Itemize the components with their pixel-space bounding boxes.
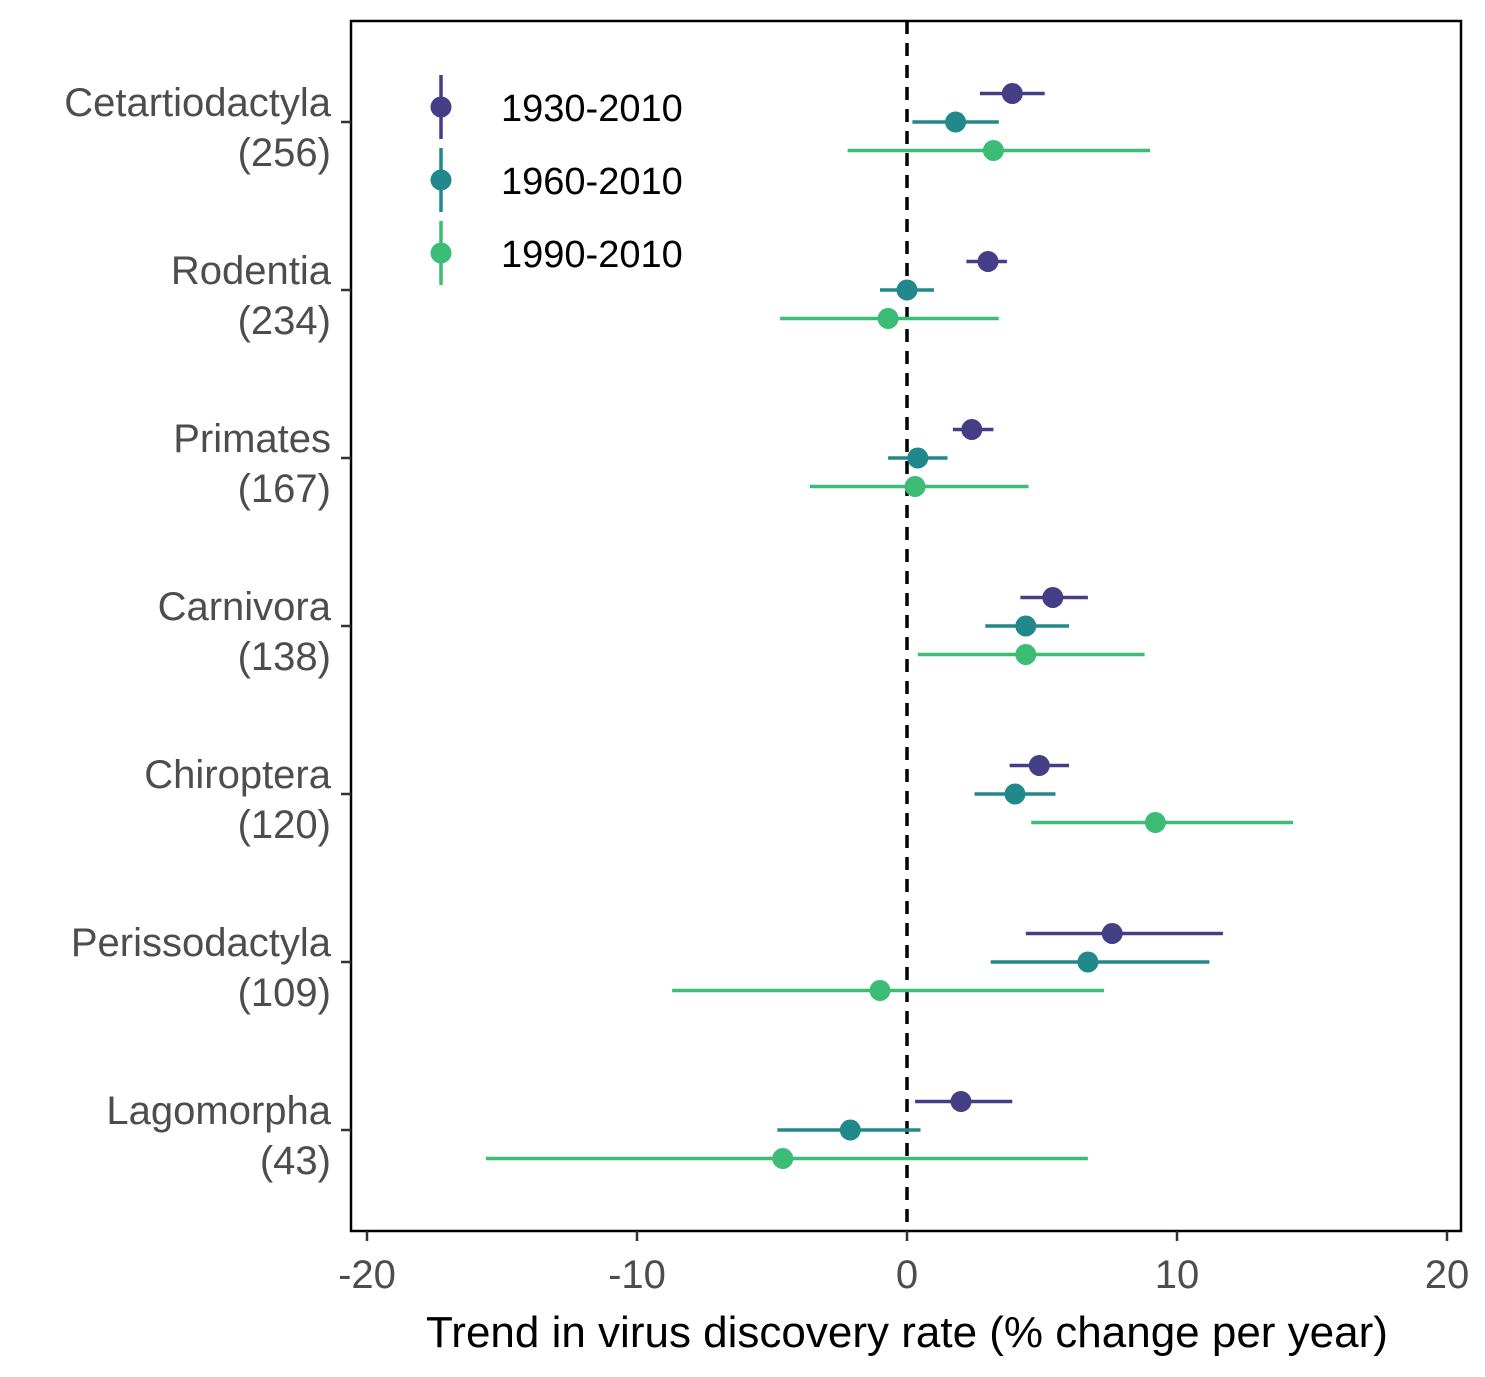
category-label-carnivora: Carnivora xyxy=(158,585,332,629)
legend-key-point-1930-2010 xyxy=(430,96,452,118)
legend-key-point-1990-2010 xyxy=(430,242,452,264)
x-tick-label: 10 xyxy=(1155,1253,1200,1297)
category-count-primates: (167) xyxy=(238,467,331,511)
point-rodentia-1990-2010 xyxy=(877,308,899,329)
point-cetartiodactyla-1990-2010 xyxy=(982,140,1004,161)
point-perissodactyla-1960-2010 xyxy=(1077,951,1099,973)
category-label-primates: Primates xyxy=(173,417,331,461)
point-primates-1930-2010 xyxy=(961,419,983,440)
category-label-cetartiodactyla: Cetartiodactyla xyxy=(64,81,332,125)
category-label-rodentia: Rodentia xyxy=(171,249,332,293)
point-chiroptera-1990-2010 xyxy=(1144,812,1166,833)
point-lagomorpha-1960-2010 xyxy=(839,1119,861,1141)
data-layer xyxy=(485,83,1294,1169)
point-chiroptera-1930-2010 xyxy=(1028,755,1050,776)
point-perissodactyla-1990-2010 xyxy=(869,980,891,1001)
category-count-rodentia: (234) xyxy=(238,299,331,343)
point-primates-1960-2010 xyxy=(907,447,929,469)
point-lagomorpha-1930-2010 xyxy=(950,1091,972,1112)
x-tick-label: 0 xyxy=(896,1253,918,1297)
category-count-carnivora: (138) xyxy=(238,635,331,679)
point-carnivora-1960-2010 xyxy=(1015,615,1037,637)
legend-key-point-1960-2010 xyxy=(430,169,452,191)
category-count-chiroptera: (120) xyxy=(238,803,331,847)
point-rodentia-1960-2010 xyxy=(896,279,918,301)
point-carnivora-1990-2010 xyxy=(1015,644,1037,665)
point-primates-1990-2010 xyxy=(904,476,926,497)
legend-label-1930-2010: 1930-2010 xyxy=(501,88,683,130)
legend-label-1960-2010: 1960-2010 xyxy=(501,161,683,203)
x-axis-title: Trend in virus discovery rate (% change … xyxy=(426,1308,1388,1357)
x-axis: -20 -10 0 10 20 xyxy=(338,1231,1469,1297)
category-count-cetartiodactyla: (256) xyxy=(238,131,331,175)
point-carnivora-1930-2010 xyxy=(1042,587,1064,608)
category-count-lagomorpha: (43) xyxy=(260,1139,331,1183)
x-tick-label: 20 xyxy=(1425,1253,1470,1297)
point-cetartiodactyla-1930-2010 xyxy=(1001,83,1023,104)
point-perissodactyla-1930-2010 xyxy=(1101,923,1123,944)
y-axis-categories: Cetartiodactyla (256) Rodentia (234) Primate… xyxy=(64,81,351,1183)
legend-label-1990-2010: 1990-2010 xyxy=(501,234,683,276)
point-cetartiodactyla-1960-2010 xyxy=(945,111,967,133)
category-count-perissodactyla: (109) xyxy=(238,971,331,1015)
category-label-lagomorpha: Lagomorpha xyxy=(106,1089,331,1133)
x-tick-label: -10 xyxy=(608,1253,666,1297)
legend: 1930-2010 1960-2010 1990-2010 xyxy=(430,75,683,285)
category-label-chiroptera: Chiroptera xyxy=(144,753,332,797)
x-tick-label: -20 xyxy=(338,1253,396,1297)
point-chiroptera-1960-2010 xyxy=(1004,783,1026,805)
point-rodentia-1930-2010 xyxy=(977,251,999,272)
point-lagomorpha-1990-2010 xyxy=(772,1148,794,1169)
category-label-perissodactyla: Perissodactyla xyxy=(71,921,332,965)
